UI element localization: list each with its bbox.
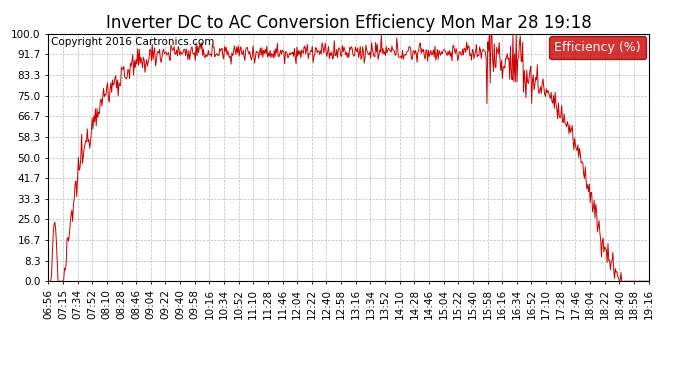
Text: Copyright 2016 Cartronics.com: Copyright 2016 Cartronics.com <box>51 38 215 48</box>
Legend: Efficiency (%): Efficiency (%) <box>549 36 646 59</box>
Title: Inverter DC to AC Conversion Efficiency Mon Mar 28 19:18: Inverter DC to AC Conversion Efficiency … <box>106 14 591 32</box>
